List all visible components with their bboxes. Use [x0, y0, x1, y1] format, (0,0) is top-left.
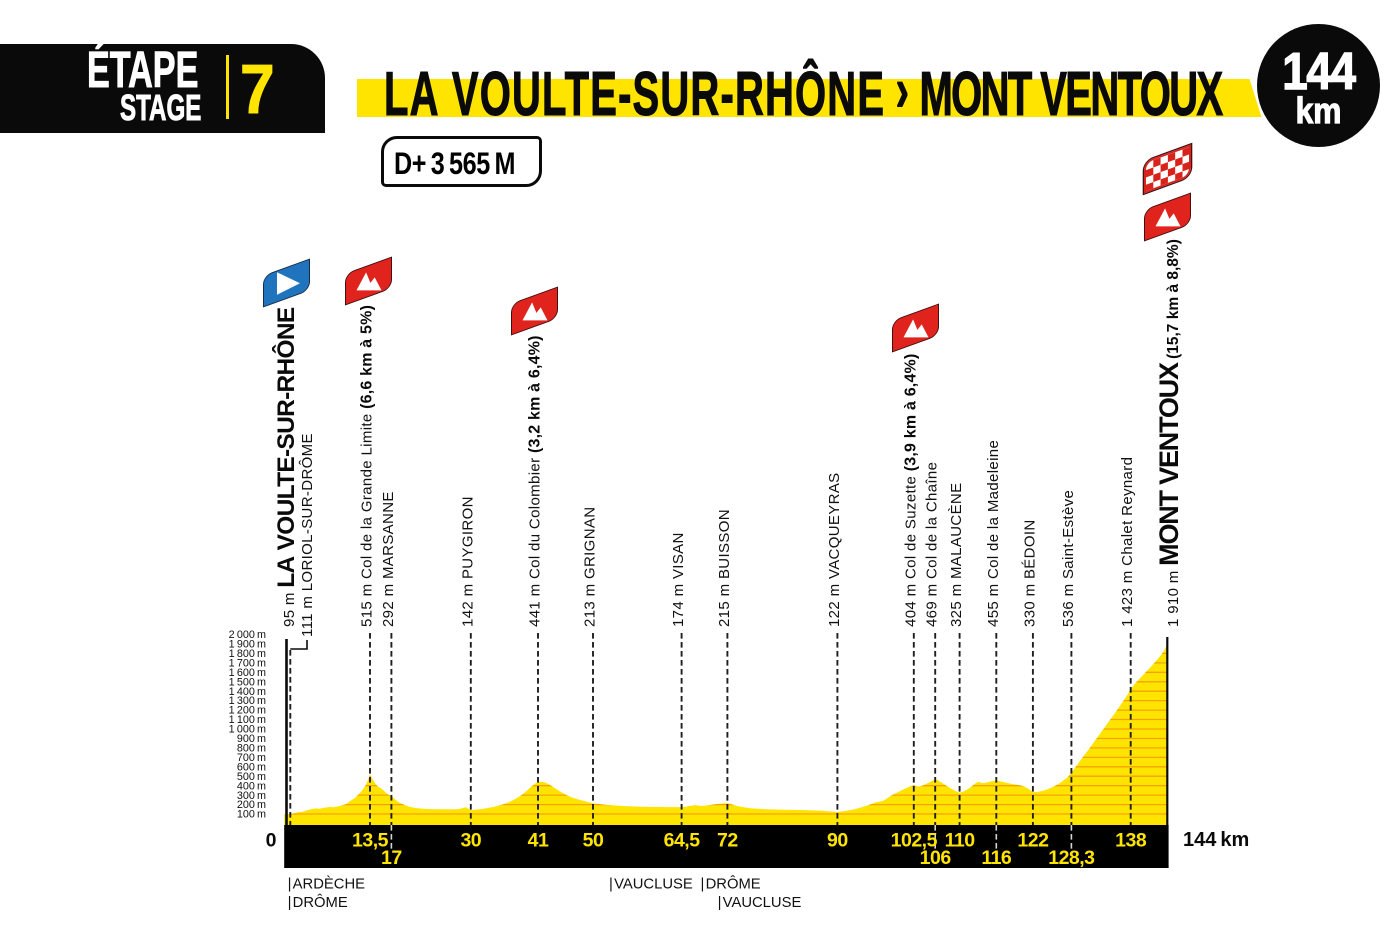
svg-text:50: 50 [583, 830, 604, 852]
svg-text:900 m: 900 m [237, 733, 266, 745]
svg-text:100 m: 100 m [237, 809, 266, 821]
svg-text:330 m BÉDOIN: 330 m BÉDOIN [1022, 519, 1039, 627]
svg-text:116: 116 [981, 847, 1012, 869]
svg-text:1 423 m Chalet Reynard: 1 423 m Chalet Reynard [1119, 457, 1136, 627]
svg-text:| VAUCLUSE: | VAUCLUSE [609, 877, 693, 893]
svg-text:1 200 m: 1 200 m [229, 705, 266, 717]
svg-text:200 m: 200 m [237, 799, 266, 811]
svg-text:536 m Saint-Estève: 536 m Saint-Estève [1060, 490, 1077, 627]
svg-text:13,5: 13,5 [352, 830, 389, 852]
svg-text:41: 41 [528, 830, 549, 852]
svg-text:64,5: 64,5 [664, 830, 701, 852]
svg-text:292 m MARSANNE: 292 m MARSANNE [380, 491, 397, 627]
svg-text:1 900 m: 1 900 m [229, 639, 266, 651]
svg-text:700 m: 700 m [237, 752, 266, 764]
svg-text:| DRÔME: | DRÔME [701, 876, 761, 893]
svg-text:142 m PUYGIRON: 142 m PUYGIRON [459, 496, 476, 627]
svg-text:111 m LORIOL-SUR-DRÔME: 111 m LORIOL-SUR-DRÔME [299, 433, 316, 637]
svg-text:1 700 m: 1 700 m [229, 658, 266, 670]
svg-text:2 000 m: 2 000 m [229, 629, 266, 641]
svg-text:0: 0 [266, 830, 277, 852]
svg-text:72: 72 [717, 830, 738, 852]
svg-text:1 100 m: 1 100 m [229, 714, 266, 726]
svg-text:1 300 m: 1 300 m [229, 695, 266, 707]
svg-text:800 m: 800 m [237, 743, 266, 755]
svg-text:404 m Col de Suzette (3,9 km à: 404 m Col de Suzette (3,9 km à 6,4%) [902, 353, 919, 627]
svg-text:500 m: 500 m [237, 771, 266, 783]
svg-text:110: 110 [945, 830, 976, 852]
svg-text:215 m BUISSON: 215 m BUISSON [716, 509, 733, 627]
svg-text:213 m GRIGNAN: 213 m GRIGNAN [582, 507, 599, 627]
svg-text:106: 106 [920, 847, 952, 869]
svg-text:128,3: 128,3 [1048, 847, 1095, 869]
svg-text:174 m VISAN: 174 m VISAN [670, 532, 687, 627]
svg-text:| VAUCLUSE: | VAUCLUSE [718, 895, 802, 911]
svg-text:102,5: 102,5 [891, 830, 938, 852]
svg-text:| DRÔME: | DRÔME [288, 894, 348, 911]
svg-text:17: 17 [381, 847, 402, 869]
svg-text:1 400 m: 1 400 m [229, 686, 266, 698]
svg-text:441 m Col du Colombier (3,2 km: 441 m Col du Colombier (3,2 km à 6,4%) [527, 335, 544, 627]
svg-text:30: 30 [460, 830, 481, 852]
svg-text:325 m MALAUCÈNE: 325 m MALAUCÈNE [948, 483, 965, 627]
svg-text:469 m Col de la Chaîne: 469 m Col de la Chaîne [924, 462, 941, 627]
svg-text:138: 138 [1115, 830, 1147, 852]
svg-text:600 m: 600 m [237, 761, 266, 773]
svg-text:| ARDÈCHE: | ARDÈCHE [288, 876, 366, 893]
svg-text:95 m LA VOULTE-SUR-RHÔNE: 95 m LA VOULTE-SUR-RHÔNE [272, 307, 300, 627]
svg-text:90: 90 [827, 830, 848, 852]
svg-text:122: 122 [1017, 830, 1049, 852]
svg-text:1 000 m: 1 000 m [229, 724, 266, 736]
svg-text:122 m VACQUEYRAS: 122 m VACQUEYRAS [826, 472, 843, 627]
svg-text:144 km: 144 km [1183, 829, 1249, 851]
svg-text:1 500 m: 1 500 m [229, 676, 266, 688]
svg-text:515 m Col de la Grande Limite: 515 m Col de la Grande Limite (6,6 km à … [359, 305, 376, 627]
svg-text:400 m: 400 m [237, 780, 266, 792]
svg-text:1 910 m MONT VENTOUX (15,7 km: 1 910 m MONT VENTOUX (15,7 km à 8,8%) [1154, 239, 1184, 627]
svg-text:1 600 m: 1 600 m [229, 667, 266, 679]
svg-text:300 m: 300 m [237, 790, 266, 802]
svg-text:1 800 m: 1 800 m [229, 648, 266, 660]
svg-text:455 m Col de la Madeleine: 455 m Col de la Madeleine [985, 440, 1002, 627]
